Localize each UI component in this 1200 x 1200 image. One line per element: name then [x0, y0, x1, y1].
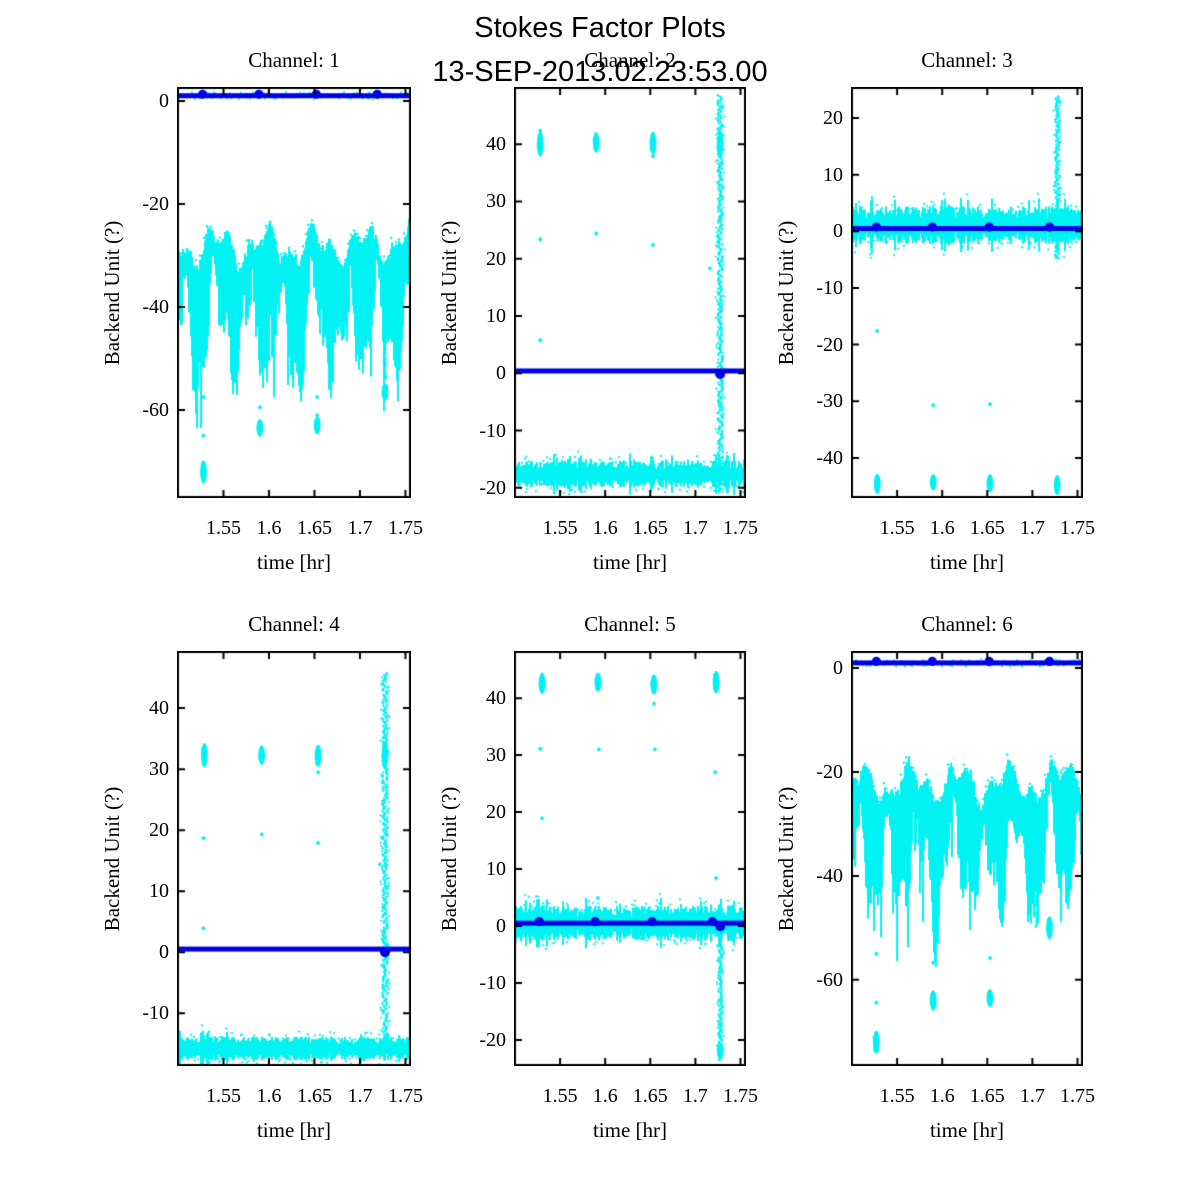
y-tick-label: -60 — [816, 968, 843, 991]
x-tick-label: 1.7 — [682, 517, 708, 539]
y-tick-label: -10 — [816, 276, 843, 299]
x-tick-label: 1.75 — [387, 1085, 423, 1107]
x-tick-label: 1.6 — [929, 517, 955, 539]
y-tick-label: 30 — [486, 190, 506, 213]
x-tick-label: 1.75 — [722, 1085, 758, 1107]
y-tick-label: -10 — [479, 971, 506, 994]
x-tick-label: 1.55 — [205, 517, 241, 539]
figure-subtitle: 13-SEP-2013.02.23:53.00 — [432, 56, 768, 88]
x-tick-label: 1.6 — [592, 517, 618, 539]
x-tick-label: 1.7 — [347, 517, 373, 539]
figure-title: Stokes Factor Plots — [474, 12, 726, 44]
y-tick-label: 0 — [159, 89, 169, 112]
y-tick-label: 10 — [486, 858, 506, 881]
y-tick-label: 0 — [833, 220, 843, 243]
x-tick-label: 1.6 — [256, 1085, 282, 1107]
y-tick-label: 40 — [149, 697, 169, 720]
plot-area-channel-5 — [514, 651, 746, 1066]
x-axis-label: time [hr] — [256, 1118, 332, 1142]
x-tick-label: 1.55 — [205, 1085, 241, 1107]
y-tick-label: -10 — [142, 1002, 169, 1025]
plot-area-channel-3 — [851, 87, 1083, 498]
x-axis-label: time [hr] — [592, 550, 668, 574]
y-axis-label: Backend Unit (?) — [774, 220, 798, 365]
x-tick-label: 1.55 — [542, 517, 578, 539]
x-tick-label: 1.7 — [347, 1085, 373, 1107]
x-tick-label: 1.65 — [969, 1085, 1005, 1107]
x-tick-label: 1.6 — [929, 1085, 955, 1107]
y-tick-label: 20 — [149, 819, 169, 842]
channel-title-5: Channel: 5 — [584, 612, 676, 636]
x-axis-label: time [hr] — [256, 550, 332, 574]
x-tick-label: 1.55 — [879, 517, 915, 539]
y-tick-label: -20 — [142, 192, 169, 215]
y-axis-label: Backend Unit (?) — [100, 786, 124, 931]
y-tick-label: 0 — [496, 915, 506, 937]
y-tick-label: -40 — [816, 446, 843, 469]
y-tick-label: 40 — [486, 133, 506, 156]
x-axis-label: time [hr] — [929, 550, 1005, 574]
y-tick-label: 20 — [486, 247, 506, 270]
y-tick-label: 30 — [149, 758, 169, 781]
y-tick-label: 10 — [823, 163, 843, 186]
plot-area-channel-1 — [177, 87, 411, 498]
plot-area-channel-2 — [514, 87, 746, 498]
x-axis-label: time [hr] — [592, 1118, 668, 1142]
x-tick-label: 1.65 — [296, 1085, 332, 1107]
x-tick-label: 1.6 — [256, 517, 282, 539]
y-tick-label: 10 — [486, 304, 506, 327]
y-tick-label: 20 — [823, 107, 843, 130]
x-tick-label: 1.55 — [879, 1085, 915, 1107]
x-tick-label: 1.65 — [632, 517, 668, 539]
y-axis-label: Backend Unit (?) — [437, 220, 461, 365]
y-tick-label: 20 — [486, 801, 506, 824]
y-tick-label: -60 — [142, 398, 169, 421]
y-tick-label: 30 — [486, 744, 506, 767]
x-tick-label: 1.7 — [682, 1085, 708, 1107]
x-tick-label: 1.65 — [632, 1085, 668, 1107]
y-axis-label: Backend Unit (?) — [774, 786, 798, 931]
y-axis-label: Backend Unit (?) — [437, 786, 461, 931]
channel-title-4: Channel: 4 — [248, 612, 340, 636]
channel-title-6: Channel: 6 — [921, 612, 1013, 636]
y-tick-label: -10 — [479, 419, 506, 442]
x-tick-label: 1.7 — [1019, 517, 1045, 539]
x-tick-label: 1.65 — [296, 517, 332, 539]
x-tick-label: 1.55 — [542, 1085, 578, 1107]
channel-title-1: Channel: 1 — [248, 48, 340, 72]
y-tick-label: 10 — [149, 880, 169, 903]
y-axis-label: Backend Unit (?) — [100, 220, 124, 365]
plot-area-channel-6 — [851, 651, 1083, 1066]
y-tick-label: 0 — [159, 941, 169, 964]
y-tick-label: -20 — [816, 333, 843, 356]
y-tick-label: -40 — [142, 295, 169, 318]
channel-title-2: Channel: 2 — [584, 48, 676, 72]
y-tick-label: -20 — [479, 1028, 506, 1051]
channel-title-3: Channel: 3 — [921, 48, 1013, 72]
x-tick-label: 1.75 — [1059, 517, 1095, 539]
y-tick-label: 0 — [496, 362, 506, 385]
y-tick-label: -20 — [816, 761, 843, 783]
y-tick-label: -30 — [816, 390, 843, 413]
y-tick-label: 40 — [486, 687, 506, 710]
x-tick-label: 1.6 — [592, 1085, 618, 1107]
x-tick-label: 1.75 — [722, 517, 758, 539]
plot-area-channel-4 — [177, 651, 411, 1066]
x-tick-label: 1.75 — [387, 517, 423, 539]
y-tick-label: -20 — [479, 476, 506, 499]
x-tick-label: 1.7 — [1019, 1085, 1045, 1107]
x-axis-label: time [hr] — [929, 1118, 1005, 1142]
y-tick-label: -40 — [816, 864, 843, 887]
y-tick-label: 0 — [833, 657, 843, 680]
x-tick-label: 1.65 — [969, 517, 1005, 539]
x-tick-label: 1.75 — [1059, 1085, 1095, 1107]
